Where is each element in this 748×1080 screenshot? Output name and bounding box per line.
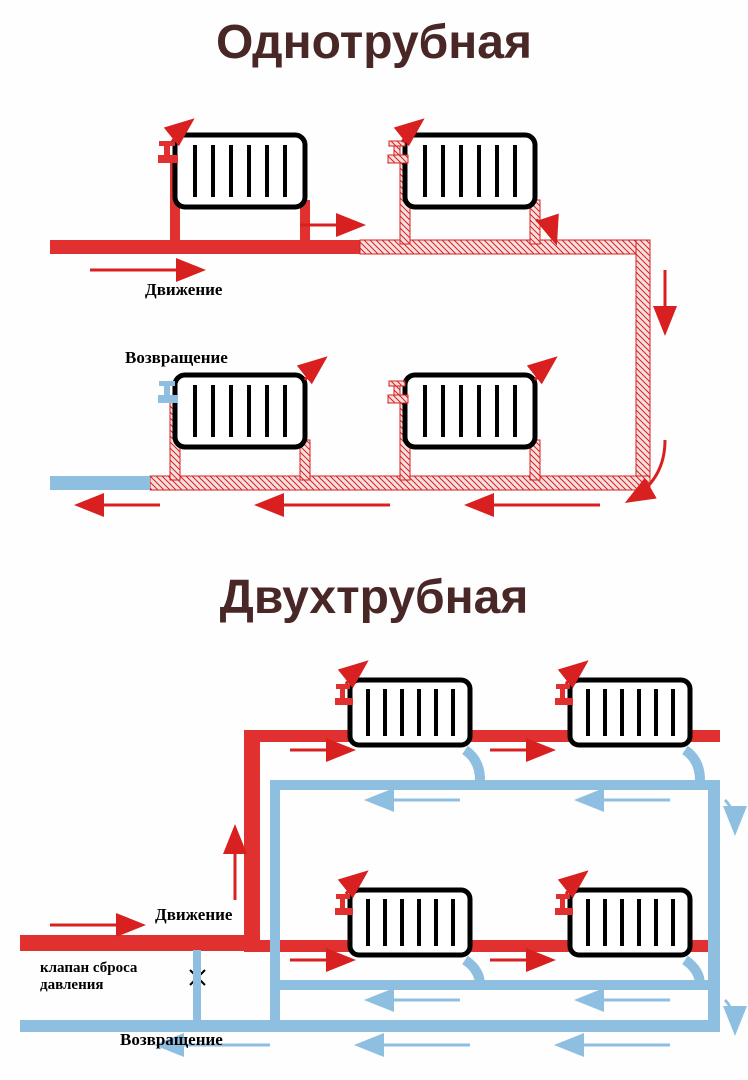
label-return-2: Возвращение (120, 1030, 223, 1050)
label-movement-1: Движение (145, 280, 222, 300)
title-double-pipe: Двухтрубная (0, 570, 748, 625)
diagram-double-pipe (20, 650, 748, 1080)
diagram-single-pipe (50, 100, 698, 550)
label-return-1: Возвращение (125, 348, 228, 368)
title-single-pipe: Однотрубная (0, 15, 748, 70)
label-valve: клапан сброса давления (40, 960, 137, 994)
label-movement-2: Движение (155, 905, 232, 925)
